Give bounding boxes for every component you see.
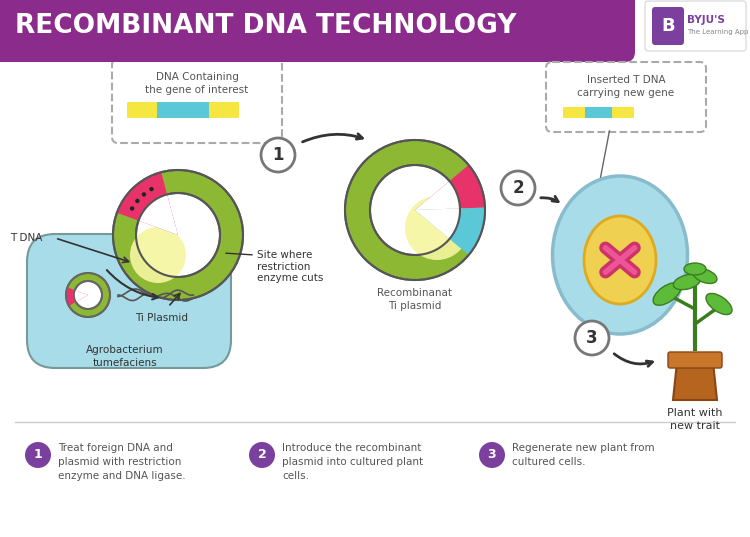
Ellipse shape	[684, 263, 706, 275]
Circle shape	[142, 192, 146, 197]
Text: Agrobacterium
tumefaciens: Agrobacterium tumefaciens	[86, 345, 164, 368]
Circle shape	[25, 442, 51, 468]
Text: Introduce the recombinant
plasmid into cultured plant
cells.: Introduce the recombinant plasmid into c…	[282, 443, 423, 481]
Text: DNA Containing
the gene of interest: DNA Containing the gene of interest	[146, 72, 248, 95]
Text: Plant with
new trait: Plant with new trait	[668, 408, 723, 431]
FancyBboxPatch shape	[645, 1, 746, 51]
Text: 3: 3	[488, 448, 496, 461]
Circle shape	[135, 199, 140, 203]
Circle shape	[345, 140, 485, 280]
Text: Inserted T DNA
carrying new gene: Inserted T DNA carrying new gene	[578, 75, 674, 98]
Ellipse shape	[674, 274, 700, 289]
FancyBboxPatch shape	[112, 59, 282, 143]
Circle shape	[130, 206, 134, 211]
Text: RECOMBINANT DNA TECHNOLOGY: RECOMBINANT DNA TECHNOLOGY	[15, 13, 517, 39]
Text: Regenerate new plant from
cultured cells.: Regenerate new plant from cultured cells…	[512, 443, 655, 467]
Wedge shape	[415, 165, 485, 210]
Circle shape	[66, 273, 110, 317]
FancyBboxPatch shape	[127, 102, 157, 118]
Ellipse shape	[584, 216, 656, 304]
Text: 1: 1	[272, 146, 284, 164]
Circle shape	[479, 442, 505, 468]
Text: Site where
restriction
enzyme cuts: Site where restriction enzyme cuts	[257, 250, 323, 283]
FancyBboxPatch shape	[585, 107, 615, 118]
Ellipse shape	[706, 293, 732, 315]
Circle shape	[113, 170, 243, 300]
Text: The Learning App: The Learning App	[687, 29, 748, 35]
Text: 3: 3	[586, 329, 598, 347]
Circle shape	[501, 171, 535, 205]
Wedge shape	[415, 208, 460, 239]
Wedge shape	[415, 208, 485, 255]
Ellipse shape	[693, 268, 717, 284]
Circle shape	[149, 187, 154, 191]
Text: BYJU'S: BYJU'S	[687, 15, 724, 25]
FancyBboxPatch shape	[652, 7, 684, 45]
Ellipse shape	[553, 176, 688, 334]
FancyBboxPatch shape	[546, 62, 706, 132]
Wedge shape	[117, 172, 178, 235]
Circle shape	[370, 165, 460, 255]
FancyBboxPatch shape	[0, 0, 635, 62]
Bar	[0, 0, 30, 52]
Circle shape	[261, 138, 295, 172]
Text: 1: 1	[34, 448, 42, 461]
FancyBboxPatch shape	[668, 352, 722, 368]
Bar	[210, 110, 215, 117]
Circle shape	[405, 196, 469, 260]
Text: Treat foreign DNA and
plasmid with restriction
enzyme and DNA ligase.: Treat foreign DNA and plasmid with restr…	[58, 443, 186, 481]
FancyBboxPatch shape	[209, 102, 239, 118]
Circle shape	[136, 193, 220, 277]
Text: 2: 2	[258, 448, 266, 461]
Circle shape	[74, 281, 102, 309]
Wedge shape	[66, 287, 88, 306]
Bar	[151, 103, 156, 110]
Wedge shape	[415, 181, 460, 210]
FancyBboxPatch shape	[563, 107, 587, 118]
Text: T DNA: T DNA	[10, 233, 42, 243]
FancyBboxPatch shape	[612, 107, 634, 118]
Text: 2: 2	[512, 179, 523, 197]
Circle shape	[249, 442, 275, 468]
FancyBboxPatch shape	[149, 102, 216, 118]
Polygon shape	[673, 362, 717, 400]
Circle shape	[575, 321, 609, 355]
Wedge shape	[139, 194, 178, 235]
Text: B: B	[662, 17, 675, 35]
Wedge shape	[74, 290, 88, 302]
Ellipse shape	[653, 282, 681, 305]
FancyBboxPatch shape	[27, 234, 231, 368]
Circle shape	[130, 227, 186, 283]
Text: Recombinanat
Ti plasmid: Recombinanat Ti plasmid	[377, 288, 452, 311]
Text: Ti Plasmid: Ti Plasmid	[135, 313, 188, 323]
